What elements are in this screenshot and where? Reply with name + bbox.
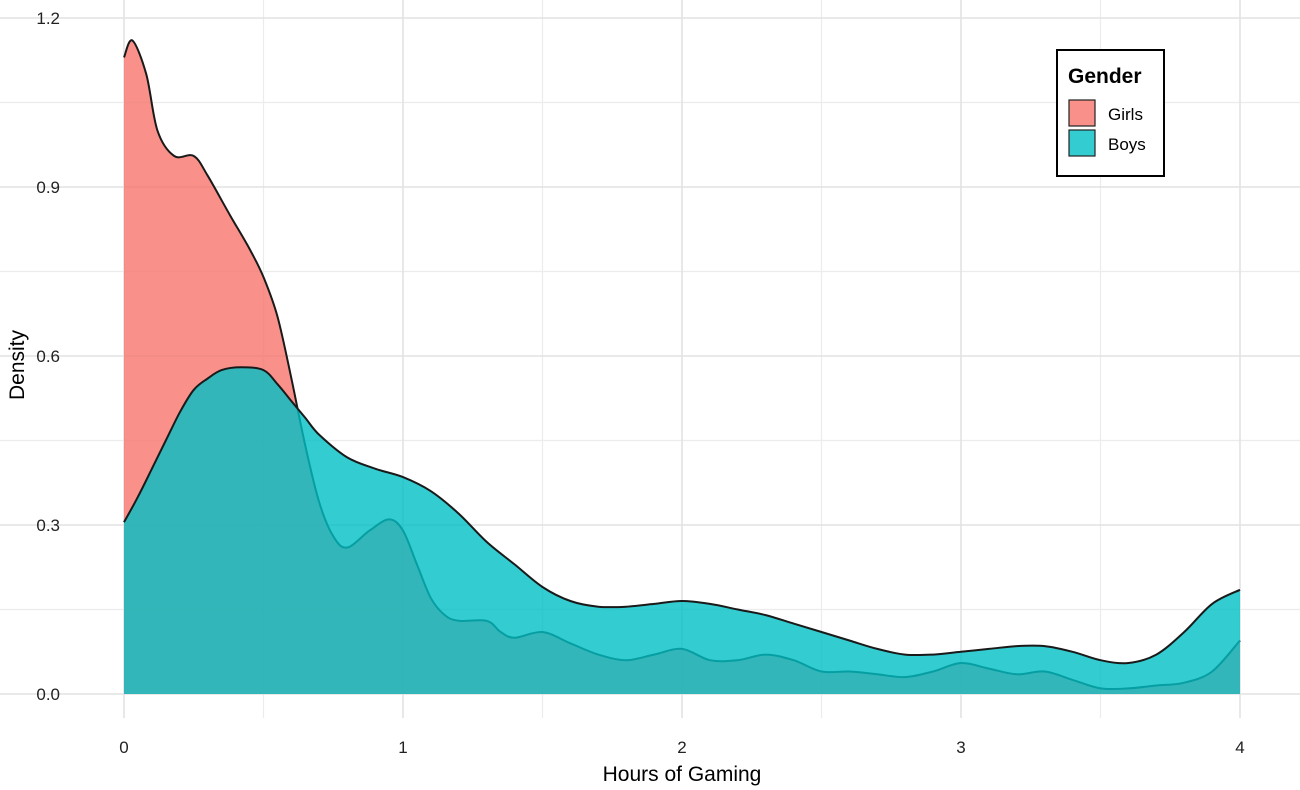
y-tick-label: 1.2 <box>36 9 60 28</box>
y-axis-title: Density <box>6 329 29 400</box>
density-line-boys <box>123 366 1241 665</box>
legend-title: Gender <box>1068 65 1142 88</box>
y-tick-label: 0.6 <box>36 347 60 366</box>
x-axis-title: Hours of Gaming <box>603 763 762 786</box>
legend-swatch-boys <box>1068 129 1096 157</box>
x-tick-label: 1 <box>398 738 407 757</box>
y-tick-label: 0.9 <box>36 178 60 197</box>
density-areas <box>123 39 1241 695</box>
y-axis-tick-labels: 0.0 0.3 0.6 0.9 1.2 <box>36 9 60 704</box>
x-tick-label: 3 <box>956 738 965 757</box>
x-axis-tick-labels: 0 1 2 3 4 <box>119 738 1244 757</box>
y-tick-label: 0.3 <box>36 516 60 535</box>
legend-label-boys: Boys <box>1108 135 1146 154</box>
x-tick-label: 4 <box>1235 738 1244 757</box>
x-tick-label: 2 <box>677 738 686 757</box>
legend: Gender Girls Boys <box>1056 49 1165 177</box>
y-tick-label: 0.0 <box>36 685 60 704</box>
density-area-boys <box>124 367 1240 694</box>
legend-label-girls: Girls <box>1108 105 1143 124</box>
x-tick-label: 0 <box>119 738 128 757</box>
legend-swatch-girls <box>1068 99 1096 127</box>
